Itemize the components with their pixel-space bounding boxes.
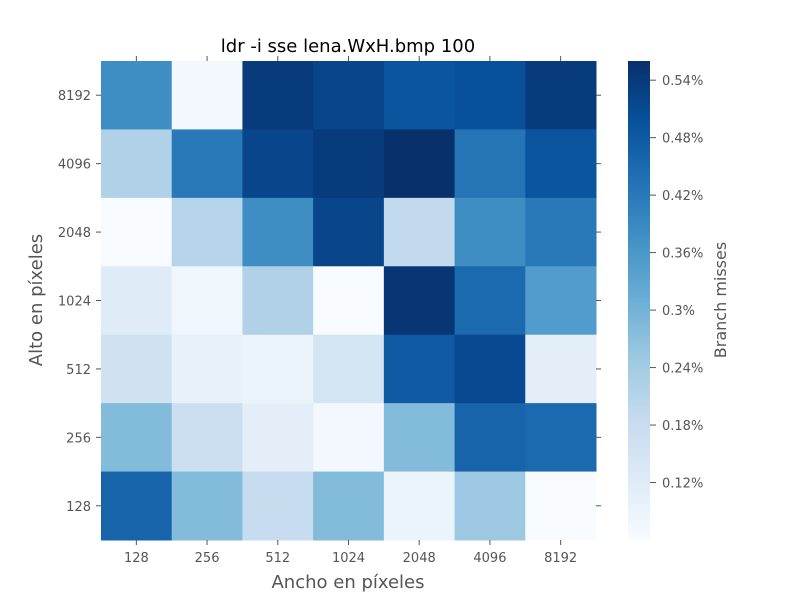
x-tick-label: 4096 bbox=[473, 551, 506, 566]
heatmap-cell bbox=[171, 471, 243, 541]
heatmap-cell bbox=[313, 403, 385, 473]
y-tick-label: 1024 bbox=[58, 295, 91, 310]
x-tick-label: 2048 bbox=[403, 551, 436, 566]
heatmap-cell bbox=[383, 197, 456, 267]
colorbar-label: Branch misses bbox=[711, 242, 730, 358]
x-tick-label: 1024 bbox=[332, 551, 365, 566]
y-axis-ticks: 8192 4096 2048 1024 512 256 128 bbox=[58, 89, 601, 515]
heatmap-cell bbox=[101, 129, 173, 199]
heatmap-cell bbox=[242, 61, 314, 130]
heatmap-cell bbox=[242, 403, 314, 473]
colorbar-tick-label: 0.36% bbox=[662, 247, 703, 262]
heatmap-cell bbox=[171, 334, 243, 404]
colorbar-tick-label: 0.18% bbox=[662, 419, 703, 434]
x-axis-ticks: 128 256 512 1024 2048 4096 8192 bbox=[124, 56, 577, 566]
x-tick-label: 128 bbox=[124, 551, 149, 566]
heatmap-cell bbox=[101, 403, 173, 473]
heatmap-cell bbox=[525, 471, 597, 541]
heatmap-cell bbox=[313, 61, 385, 130]
x-tick-label: 256 bbox=[195, 551, 220, 566]
heatmap-cell bbox=[525, 61, 597, 130]
x-tick-label: 512 bbox=[265, 551, 290, 566]
heatmap-cell bbox=[101, 197, 173, 267]
colorbar-tick-label: 0.54% bbox=[662, 74, 703, 89]
colorbar-tick-label: 0.42% bbox=[662, 189, 703, 204]
heatmap-cell bbox=[454, 129, 526, 199]
heatmap-cell bbox=[242, 266, 314, 336]
heatmap-cell bbox=[171, 61, 243, 130]
heatmap-cell bbox=[313, 129, 385, 199]
heatmap-cell bbox=[454, 471, 526, 541]
heatmap-cell bbox=[313, 197, 385, 267]
y-tick-label: 4096 bbox=[58, 158, 91, 173]
heatmap-cell bbox=[242, 334, 314, 404]
heatmap-cell bbox=[383, 266, 456, 336]
heatmap-cell bbox=[171, 403, 243, 473]
heatmap-cell bbox=[171, 266, 243, 336]
y-tick-label: 8192 bbox=[58, 89, 91, 104]
heatmap-cell bbox=[454, 266, 526, 336]
y-axis-label: Alto en píxeles bbox=[26, 234, 47, 366]
heatmap-cell bbox=[101, 334, 173, 404]
heatmap-cell bbox=[101, 266, 173, 336]
heatmap-cell bbox=[525, 334, 597, 404]
heatmap-cells bbox=[101, 61, 597, 541]
heatmap-cell bbox=[383, 403, 456, 473]
colorbar-ticks: 0.12% 0.18% 0.24% 0.3% 0.36% 0.42% 0.48% 0.54% bbox=[650, 74, 703, 492]
y-tick-label: 2048 bbox=[58, 226, 91, 241]
chart-title: ldr -i sse lena.WxH.bmp 100 bbox=[221, 36, 475, 57]
heatmap-cell bbox=[313, 334, 385, 404]
heatmap-cell bbox=[313, 471, 385, 541]
heatmap-cell bbox=[242, 471, 314, 541]
heatmap-cell bbox=[525, 197, 597, 267]
heatmap-cell bbox=[383, 61, 456, 130]
x-axis-label: Ancho en píxeles bbox=[271, 572, 424, 593]
heatmap-cell bbox=[101, 471, 173, 541]
heatmap-cell bbox=[525, 403, 597, 473]
colorbar-tick-label: 0.3% bbox=[662, 304, 695, 319]
heatmap-cell bbox=[454, 197, 526, 267]
heatmap-cell bbox=[313, 266, 385, 336]
heatmap-cell bbox=[171, 197, 243, 267]
heatmap-cell bbox=[242, 129, 314, 199]
heatmap-cell bbox=[242, 197, 314, 267]
colorbar-tick-label: 0.12% bbox=[662, 477, 703, 492]
y-tick-label: 256 bbox=[66, 431, 91, 446]
heatmap-cell bbox=[454, 61, 526, 130]
heatmap-cell bbox=[383, 471, 456, 541]
heatmap-cell bbox=[101, 61, 173, 130]
y-tick-label: 512 bbox=[66, 363, 91, 378]
colorbar bbox=[628, 61, 650, 540]
heatmap-cell bbox=[454, 403, 526, 473]
heatmap-cell bbox=[383, 129, 456, 199]
heatmap-cell bbox=[525, 129, 597, 199]
heatmap-cell bbox=[171, 129, 243, 199]
heatmap-cell bbox=[383, 334, 456, 404]
colorbar-tick-label: 0.24% bbox=[662, 362, 703, 377]
heatmap-cell bbox=[525, 266, 597, 336]
colorbar-tick-label: 0.48% bbox=[662, 132, 703, 147]
heatmap-cell bbox=[454, 334, 526, 404]
x-tick-label: 8192 bbox=[544, 551, 577, 566]
y-tick-label: 128 bbox=[66, 500, 91, 515]
